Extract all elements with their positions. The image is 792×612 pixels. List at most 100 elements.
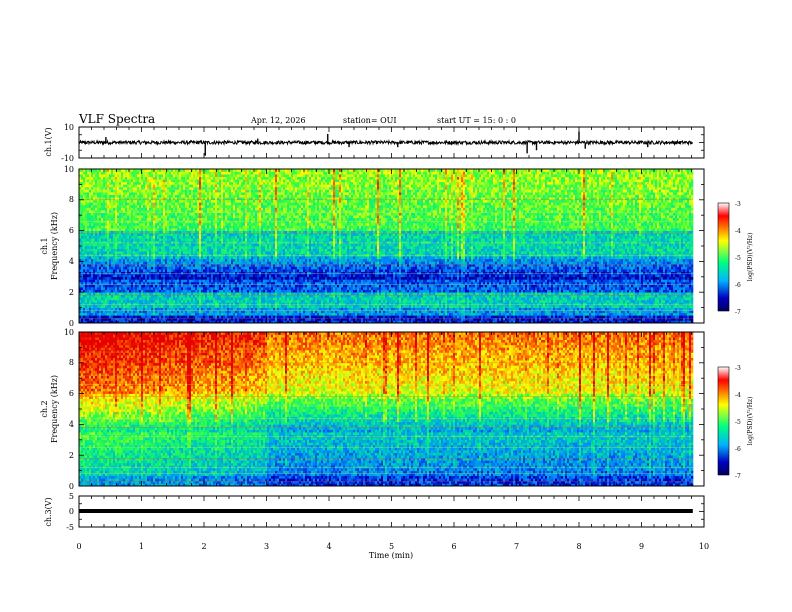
ch1-spec-cell [83,305,86,308]
ch1-spec-cell [183,171,186,175]
ch1-spec-cell [227,287,230,290]
ch1-spec-cell [157,269,160,272]
ch1-spec-cell [119,287,122,290]
ch1-spec-cell [111,207,114,211]
ch1-spec-cell [103,297,106,301]
ch1-spec-cell [163,179,166,183]
ch1-spec-cell [217,310,220,314]
ch1-spec-cell [229,297,232,301]
ch1-spec-cell [141,310,144,314]
ch1-spec-cell [121,199,124,203]
ch1-spec-cell [191,256,194,260]
ch1-spec-cell [221,176,224,180]
ch1-spec-cell [99,235,102,239]
ch1-spec-cell [221,192,224,195]
ch1-spec-cell [121,169,124,172]
ch1-spec-cell [233,266,236,270]
ch1-spec-cell [235,276,238,280]
ch1-spec-cell [105,215,108,219]
ch1-spec-cell [193,222,196,226]
ch1-spec-cell [161,256,164,260]
ch1-spec-cell [225,279,228,283]
ch1-spec-cell [185,179,188,183]
ch1-spec-cell [227,169,230,172]
ch1-spec-cell [161,315,164,319]
ch1-spec-cell [139,197,142,201]
ch1-spec-cell [203,179,206,183]
ch1-spec-cell [217,233,220,237]
ch1-spec-cell [129,315,132,319]
ch1-spec-cell [87,297,90,301]
ch1-spec-cell [195,302,198,306]
ch1-spec-cell [209,215,212,219]
ch1-spec-cell [191,315,194,319]
ch1-spec-cell [187,230,190,234]
ch1-spec-cell [229,192,232,195]
ch1-spec-cell [91,212,94,216]
ch1-spec-cell [195,279,198,283]
ch1-spec-cell [223,279,226,283]
ch1-spec-cell [149,194,152,198]
ch1-spec-cell [149,284,152,288]
ch1-spec-cell [219,294,222,298]
ch1-spec-cell [135,235,138,239]
ch1-spec-cell [227,284,230,288]
ch1-spec-cell [87,320,90,323]
ch1-spec-cell [239,220,242,224]
ch1-spec-cell [169,310,172,314]
ch1-spec-cell [153,181,156,185]
ch1-spec-cell [85,299,88,303]
ch1-spec-cell [119,184,122,188]
ch1-spec-cell [139,192,142,195]
ch1-spec-cell [173,192,176,195]
ch1-spec-cell [167,310,170,314]
ch1-spec-cell [141,199,144,203]
ch1-spec-cell [91,248,94,252]
ch1-spec-cell [217,251,220,254]
ch1-spec-cell [131,189,134,193]
ch1-spec-cell [203,228,206,231]
ch1-spec-cell [107,297,110,301]
ch1-spec-cell [155,251,158,254]
ch1-spec-cell [125,317,128,321]
ch1-spec-cell [213,281,216,285]
ch1-spec-cell [193,174,196,177]
ch1-spec-cell [183,222,186,226]
ch1-spec-cell [215,225,218,229]
ch1-spec-cell [157,210,160,213]
ch1-spec-cell [171,169,174,172]
ch1-spec-cell [227,256,230,260]
ch1-spec-cell [125,233,128,237]
ch1-spec-cell [215,310,218,314]
ch1-spec-cell [91,179,94,183]
ch1-spec-cell [199,171,202,175]
ch1-spec-cell [97,207,100,211]
ch1-spec-cell [183,292,186,296]
ch1-spec-cell [103,287,106,290]
ch1-spec-cell [159,310,162,314]
ch1-spec-cell [193,271,196,275]
ch1-spec-cell [177,315,180,319]
ch1-spec-cell [227,276,230,280]
ch1-spec-cell [209,261,212,265]
ch1-spec-cell [93,294,96,298]
ch1-spec-cell [171,261,174,265]
ch1-spec-cell [91,258,94,262]
ch1-spec-cell [179,212,182,216]
ch1-spec-cell [217,192,220,195]
ch1-spec-cell [95,240,98,244]
ch1-spec-cell [187,238,190,242]
ch1-spec-cell [127,317,130,321]
ch1-spec-cell [201,212,204,216]
ch1-spec-cell [165,186,168,190]
ch1-spec-cell [177,256,180,260]
ch1-spec-cell [201,204,204,208]
ch1-spec-cell [151,274,154,278]
ch1-spec-cell [197,240,200,244]
ch1-spec-cell [129,220,132,224]
ch1-spec-cell [119,230,122,234]
ch1-spec-cell [211,179,214,183]
ch1-spec-cell [207,269,210,272]
ch1-spec-cell [239,302,242,306]
ch1-spec-cell [193,279,196,283]
